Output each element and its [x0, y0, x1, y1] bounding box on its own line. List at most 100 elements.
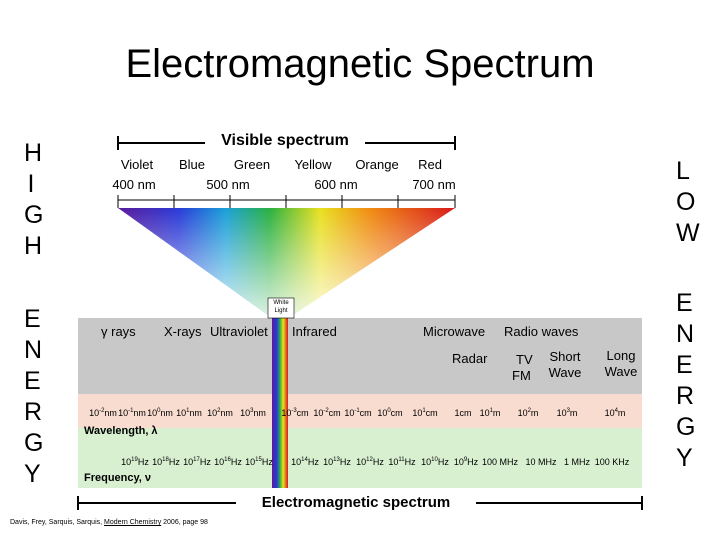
tick-base: 10 — [121, 457, 132, 467]
tick-exponent: 1 — [422, 408, 426, 414]
wavelength-tick: 101nm — [176, 408, 202, 418]
long-wave: Long Wave — [604, 348, 638, 379]
infrared: Infrared — [292, 324, 337, 339]
tick-exponent: 0 — [157, 408, 161, 414]
frequency-tick: 1018Hz — [152, 457, 180, 467]
tick-exponent: 18 — [162, 457, 169, 463]
tick-unit: cm — [359, 408, 372, 418]
tick-base: 10 — [281, 408, 292, 418]
white-light: White Light — [273, 300, 289, 314]
frequency-tick: 10 MHz — [525, 457, 556, 467]
tick-base: 10 — [556, 408, 567, 418]
microwave: Microwave — [423, 324, 486, 339]
tick-unit: nm — [220, 408, 233, 418]
tv: TV — [516, 352, 533, 367]
tick-unit: MHz — [497, 457, 519, 467]
tick-unit: nm — [160, 408, 173, 418]
tick-exponent: 17 — [193, 457, 200, 463]
tick-base: 10 — [344, 408, 355, 418]
wavelength-tick: 10-1cm — [344, 408, 371, 418]
tick-unit: KHz — [609, 457, 630, 467]
wavelength-tick: 101cm — [412, 408, 437, 418]
frequency-tick: 1017Hz — [183, 457, 211, 467]
frequency-tick: 100 MHz — [482, 457, 518, 467]
tick-base: 100 — [481, 457, 498, 467]
tick-base: 10 — [388, 457, 399, 467]
tick-exponent: 0 — [387, 408, 391, 414]
right-energy: ENERGY — [676, 289, 696, 472]
tick-unit: Hz — [404, 457, 416, 467]
tick-base: 10 — [356, 457, 367, 467]
tick-exponent: -2 — [99, 408, 105, 414]
wavelength-tick: 10-2nm — [89, 408, 117, 418]
right-low: LOW — [676, 157, 700, 247]
frequency-tick: 1 MHz — [564, 457, 590, 467]
tick-base: 10 — [323, 457, 334, 467]
tick-exponent: 2 — [527, 408, 531, 414]
visible-wavelength: 400 nm — [112, 177, 156, 192]
tick-exponent: -1 — [354, 408, 360, 414]
tick-base: 10 — [89, 408, 100, 418]
tick-exponent: 11 — [398, 457, 405, 463]
tick-unit: m — [569, 408, 578, 418]
tick-unit: cm — [328, 408, 341, 418]
frequency-tick: 1014Hz — [291, 457, 319, 467]
tick-unit: m — [617, 408, 626, 418]
frequency-tick: 1016Hz — [214, 457, 242, 467]
frequency-tick: 1019Hz — [121, 457, 149, 467]
tick-base: 10 — [377, 408, 388, 418]
tick-base: 10 — [147, 408, 158, 418]
tick-base: 10 — [207, 408, 218, 418]
frequency-tick: 1013Hz — [323, 457, 351, 467]
frequency-tick: 1015Hz — [245, 457, 273, 467]
tick-base: 100 — [594, 457, 610, 467]
visible-strip — [272, 318, 288, 488]
tick-unit: cm — [296, 408, 309, 418]
tick-unit: nm — [133, 408, 146, 418]
scale-ticks — [117, 195, 456, 208]
gray-band — [78, 318, 642, 394]
tick-exponent: -1 — [128, 408, 134, 414]
tick-exponent: 12 — [366, 457, 373, 463]
x-rays: X-rays — [164, 324, 202, 339]
left-energy: ENERGY — [24, 305, 44, 488]
tick-unit: Hz — [261, 457, 273, 467]
tick-unit: cm — [425, 408, 438, 418]
tick-exponent: 3 — [250, 408, 254, 414]
tick-exponent: 19 — [131, 457, 138, 463]
tick-base: 10 — [118, 408, 129, 418]
tick-unit: Hz — [372, 457, 384, 467]
frequency-tick: 1012Hz — [356, 457, 384, 467]
spectrum-fade — [118, 208, 455, 318]
tick-exponent: 2 — [217, 408, 221, 414]
tick-base: 10 — [517, 408, 528, 418]
tick-unit: Hz — [339, 457, 351, 467]
tick-unit: m — [492, 408, 501, 418]
tick-unit: cm — [390, 408, 403, 418]
tick-base: 10 — [240, 408, 251, 418]
tick-unit: cm — [459, 408, 472, 418]
tick-unit: nm — [104, 408, 117, 418]
wavelength-tick: 103nm — [240, 408, 266, 418]
tick-base: 10 — [412, 408, 423, 418]
citation-authors: Davis, Frey, Sarquis, Sarquis, — [10, 519, 105, 526]
wavelength-tick: 101m — [480, 408, 501, 418]
wavelength-tick: 102m — [518, 408, 539, 418]
spectrum-bracket — [77, 496, 643, 510]
tick-base: 1 — [563, 457, 570, 467]
tick-exponent: 1 — [186, 408, 190, 414]
tick-base: 10 — [421, 457, 432, 467]
wavelength-tick: 10-1nm — [118, 408, 146, 418]
wavelength-tick: 10-2cm — [313, 408, 340, 418]
tick-base: 10 — [313, 408, 324, 418]
visible-label: Visible spectrum — [221, 132, 349, 149]
gamma-rays: γ rays — [101, 324, 136, 339]
tick-unit: m — [530, 408, 539, 418]
tick-unit: Hz — [137, 457, 149, 467]
tick-base: 10 — [245, 457, 256, 467]
tick-unit: Hz — [168, 457, 180, 467]
tick-exponent: 10 — [431, 457, 438, 463]
fm: FM — [512, 368, 531, 383]
color-name: Orange — [355, 157, 399, 172]
frequency-tick: 1011Hz — [388, 457, 415, 467]
